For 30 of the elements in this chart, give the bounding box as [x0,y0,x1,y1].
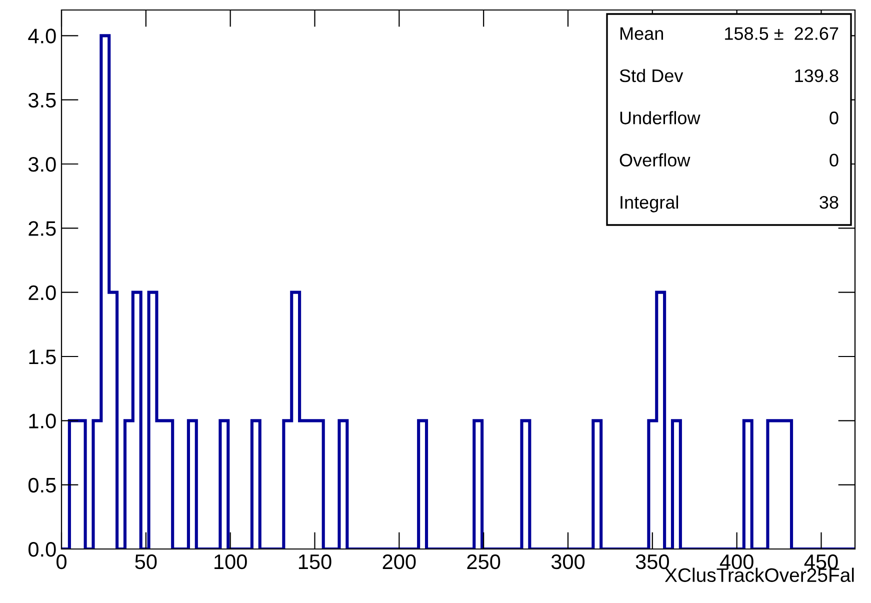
annotation: Overflow [620,153,690,167]
y-tick-label: 1.0 [29,414,56,428]
x-tick-label: 350 [636,554,669,570]
y-tick-label: 2.0 [28,285,56,300]
y-tick-label: 0.5 [28,478,56,493]
annotation: Underflow [620,111,700,124]
x-tick-label: 0 [56,554,66,570]
x-tick-label: 300 [551,554,585,570]
x-tick-label: 50 [135,554,157,570]
y-tick-label: 1.5 [29,350,56,364]
x-tick-label: 150 [298,554,332,570]
y-tick-label: 3.0 [28,157,56,172]
y-tick-label: 0.0 [28,542,56,557]
x-tick-label: 450 [804,554,838,570]
annotation: 38 [820,196,838,209]
annotation: 139.8 [795,69,838,82]
annotation: Std Dev [620,68,684,82]
annotation: Integral [620,195,678,212]
annotation: 0 [830,112,838,124]
y-tick-label: 2.5 [28,221,56,236]
y-tick-label: 3.5 [28,92,56,108]
x-tick-label: 100 [214,554,247,570]
annotation: Mean [620,27,663,40]
x-tick-label: 250 [467,554,500,570]
x-axis-title: XClusTrackOver25Fal [664,568,854,582]
annotation: 0 [830,154,838,167]
y-tick-label: 4.0 [28,28,56,44]
x-tick-label: 200 [382,554,416,570]
annotation: 158.5 ± 22.67 [725,27,838,40]
x-tick-label: 400 [720,554,754,570]
